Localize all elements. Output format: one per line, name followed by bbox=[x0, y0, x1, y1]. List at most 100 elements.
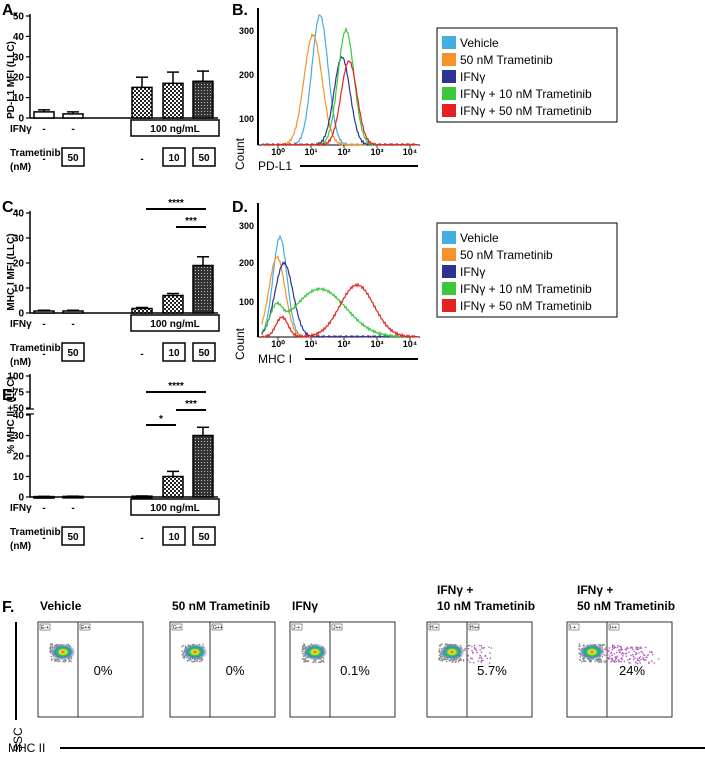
legendB-entry-3: IFNγ + 10 nM Trametinib bbox=[460, 87, 592, 101]
chartE-ytick-6: 75 bbox=[13, 388, 25, 399]
flow-gate-left-0: E-+ bbox=[41, 625, 49, 631]
flow-density-3 bbox=[440, 644, 464, 660]
chartA-ytick-2: 20 bbox=[13, 73, 25, 84]
histDticks-xtick-0: 10⁰ bbox=[271, 339, 285, 349]
tableA-dose-0: 50 bbox=[67, 153, 79, 164]
hist-d-ytick-100: 100 bbox=[239, 297, 254, 307]
hist-b-ylabel: Count bbox=[233, 137, 247, 170]
histDticks-xtick-4: 10⁴ bbox=[403, 339, 417, 349]
legend-b: Vehicle 50 nM Trametinib IFNγ IFNγ + 10 nM … bbox=[436, 27, 618, 123]
hist-d-ifn-tram50 bbox=[261, 282, 419, 339]
tableC-tram-dash-1: - bbox=[42, 349, 45, 360]
tableA-ifn-dash-1: - bbox=[42, 124, 45, 135]
tableA-tram-dash-2: - bbox=[140, 154, 143, 165]
tableC-ifn-dash-2: - bbox=[71, 319, 74, 330]
chartE-ytick-1: 10 bbox=[13, 472, 25, 483]
legendB-entry-2: IFNγ bbox=[460, 70, 485, 84]
legendD-swatch-0 bbox=[442, 231, 456, 244]
tableA-dose-1: 10 bbox=[168, 153, 180, 164]
legendB-swatch-4 bbox=[442, 104, 456, 117]
flow-gate-left-2: J-+ bbox=[293, 625, 300, 631]
flow-gate-right-4: I++ bbox=[610, 625, 617, 631]
legendB-entry-4: IFNγ + 50 nM Trametinib bbox=[460, 104, 592, 118]
chartE-bar-2 bbox=[131, 495, 153, 499]
histDticks-xtick-3: 10³ bbox=[370, 339, 383, 349]
flow-gate-left-3: H-+ bbox=[430, 625, 438, 631]
tableC-ifn-dash-1: - bbox=[42, 319, 45, 330]
legendD-entry-4: IFNγ + 50 nM Trametinib bbox=[460, 299, 592, 313]
sig-e-four: **** bbox=[168, 381, 184, 392]
hist-d-ytick-200: 200 bbox=[239, 258, 254, 268]
tableC-ifn-label: IFNγ bbox=[10, 319, 32, 330]
flow-title-3: IFNγ + bbox=[437, 583, 473, 597]
chartC-bar-1 bbox=[62, 310, 84, 314]
flow-density-4 bbox=[580, 644, 604, 660]
hist-d-xlabel: MHC I bbox=[258, 352, 292, 366]
hist-b-ytick-100: 100 bbox=[239, 114, 254, 124]
chartA-ytick-0: 0 bbox=[18, 114, 24, 125]
chartA-bar-3 bbox=[162, 82, 184, 119]
y-axis-label-e: % MHC II+ (LLC) bbox=[6, 376, 17, 454]
tableE-tram-dash-2: - bbox=[140, 533, 143, 544]
flow-pct-4: 24% bbox=[619, 663, 645, 678]
histBticks-xtick-2: 10² bbox=[337, 147, 350, 157]
tableC-ifn-dose: 100 ng/mL bbox=[150, 319, 199, 330]
flow-plots: Vehicle E-+ E++ 0% 50 nM Trametinib G-+ G++ 0% I… bbox=[37, 583, 675, 718]
flow-title-2: IFNγ bbox=[292, 599, 318, 613]
legendD-entry-2: IFNγ bbox=[460, 265, 485, 279]
flow-plot-0: Vehicle E-+ E++ 0% bbox=[37, 599, 144, 718]
legendD-swatch-4 bbox=[442, 299, 456, 312]
histBticks-xtick-4: 10⁴ bbox=[403, 147, 417, 157]
chartC-bar-4 bbox=[192, 264, 214, 314]
tableE-tram-unit: (nM) bbox=[10, 541, 31, 552]
chartC-bar-2 bbox=[131, 307, 153, 314]
legend-d: Vehicle 50 nM Trametinib IFNγ IFNγ + 10 nM … bbox=[436, 222, 618, 318]
chartC-ytick-3: 30 bbox=[13, 234, 25, 245]
tableA-ifn-dash-2: - bbox=[71, 124, 74, 135]
tableE-dose-2: 50 bbox=[198, 532, 210, 543]
panel-label-e: E. bbox=[2, 387, 17, 404]
hist-d-ifn bbox=[261, 260, 419, 339]
hist-d-ifn-tram10 bbox=[261, 286, 419, 339]
chartC-ytick-1: 10 bbox=[13, 284, 25, 295]
tableE-tram-label: Trametinib bbox=[10, 527, 61, 538]
flow-title-4: IFNγ + bbox=[577, 583, 613, 597]
tableA-tram-dash-1: - bbox=[42, 154, 45, 165]
legendD-swatch-2 bbox=[442, 265, 456, 278]
chartC-ytick-2: 20 bbox=[13, 259, 25, 270]
panel-label-b: B. bbox=[232, 2, 248, 19]
chartE-ytick-5: 50 bbox=[13, 404, 25, 415]
flow-pct-0: 0% bbox=[94, 663, 113, 678]
hist-b-ifn-tram10 bbox=[261, 26, 419, 146]
tableA-ifn-label: IFNγ bbox=[10, 124, 32, 135]
flow-pct-2: 0.1% bbox=[340, 663, 370, 678]
tableC-dose-1: 10 bbox=[168, 348, 180, 359]
hist-b-xlabel: PD-L1 bbox=[258, 159, 292, 173]
hist-b-ytick-200: 200 bbox=[239, 70, 254, 80]
hist-d-ylabel: Count bbox=[233, 327, 247, 360]
tableC-tram-unit: (nM) bbox=[10, 357, 31, 368]
tableA-dose-2: 50 bbox=[198, 153, 210, 164]
flow-gate-right-3: H++ bbox=[470, 625, 480, 631]
chartC-ytick-0: 0 bbox=[18, 309, 24, 320]
flow-plot-3: IFNγ + 10 nM Trametinib H-+ H++ 5.7% bbox=[426, 583, 535, 718]
chartE-ytick-4: 40 bbox=[13, 411, 25, 422]
f-xlabel: MHC II bbox=[8, 741, 45, 755]
significance-e: **** *** * bbox=[146, 381, 206, 426]
tableE-ifn-dash-2: - bbox=[71, 503, 74, 514]
chartE-bar-0 bbox=[33, 495, 55, 499]
tableA-tram-unit: (nM) bbox=[10, 162, 31, 173]
legendB-swatch-1 bbox=[442, 53, 456, 66]
hist-b-tram50 bbox=[261, 32, 419, 147]
flow-title-1: 50 nM Trametinib bbox=[172, 599, 270, 613]
chartA-bar-4 bbox=[192, 80, 214, 119]
histBticks-xtick-1: 10¹ bbox=[304, 147, 317, 157]
panel-label-f: F. bbox=[2, 599, 14, 616]
tableC-dose-0: 50 bbox=[67, 348, 79, 359]
flow-pct-3: 5.7% bbox=[477, 663, 507, 678]
flow-title-0: Vehicle bbox=[40, 599, 82, 613]
panel-label-a: A. bbox=[2, 2, 18, 19]
legendB-entry-1: 50 nM Trametinib bbox=[460, 53, 553, 67]
histogram-mhc1: 100 200 300 10⁰ 10¹ 10² 10³ 10⁴ Count MHC I bbox=[233, 203, 420, 366]
